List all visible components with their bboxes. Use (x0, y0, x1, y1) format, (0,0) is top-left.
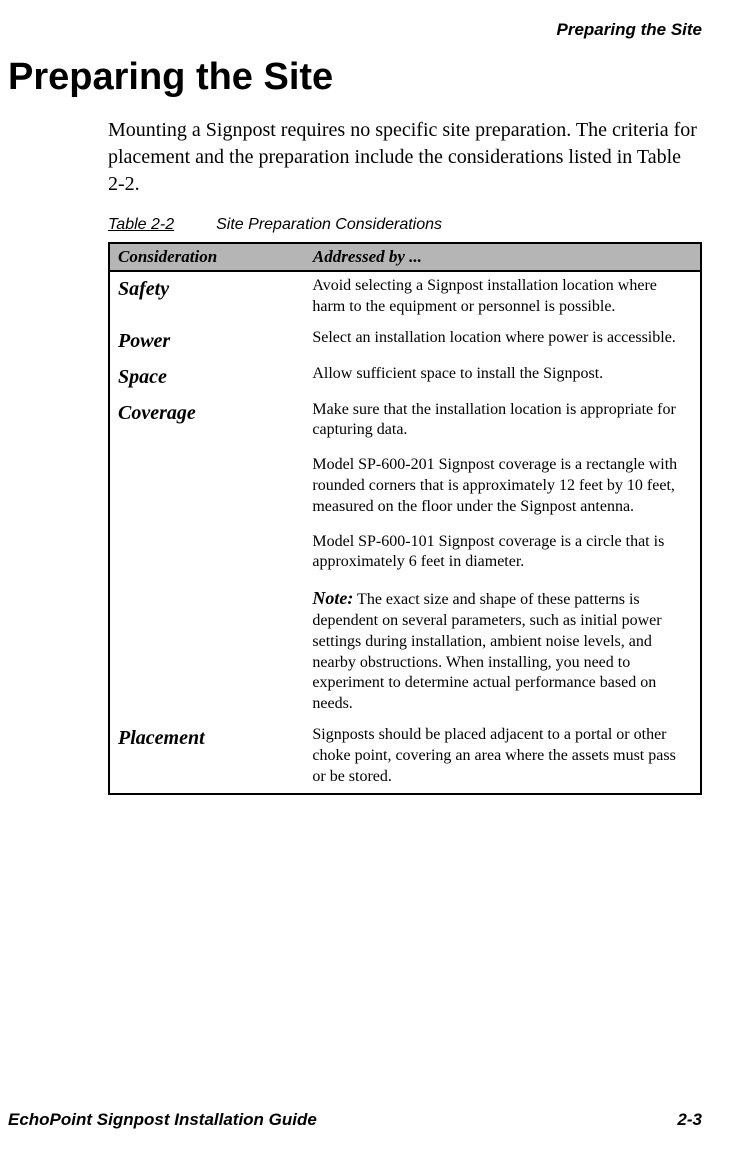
footer-page-number: 2-3 (677, 1110, 702, 1130)
footer-guide-title: EchoPoint Signpost Installation Guide (8, 1110, 317, 1130)
intro-paragraph: Mounting a Signpost requires no specific… (108, 117, 702, 198)
note-label: Note: (312, 588, 353, 608)
coverage-p1: Make sure that the installation location… (312, 400, 692, 442)
table-row: Safety Avoid selecting a Signpost instal… (109, 271, 701, 324)
table-number: Table 2-2 (108, 216, 174, 233)
table-caption-title: Site Preparation Considerations (216, 216, 442, 233)
table-caption: Table 2-2 Site Preparation Considerations (108, 216, 702, 234)
consideration-text: Make sure that the installation location… (304, 396, 701, 721)
consideration-text: Allow sufficient space to install the Si… (304, 360, 701, 396)
header-consideration: Consideration (109, 243, 304, 271)
table-row: Space Allow sufficient space to install … (109, 360, 701, 396)
table-header-row: Consideration Addressed by ... (109, 243, 701, 271)
considerations-table: Consideration Addressed by ... Safety Av… (108, 242, 702, 795)
coverage-p2: Model SP-600-201 Signpost coverage is a … (312, 455, 692, 517)
coverage-note: Note: The exact size and shape of these … (312, 587, 692, 715)
consideration-label: Placement (109, 721, 304, 794)
header-addressed-by: Addressed by ... (304, 243, 701, 271)
table-row: Power Select an installation location wh… (109, 324, 701, 360)
coverage-p3: Model SP-600-101 Signpost coverage is a … (312, 532, 692, 574)
consideration-text: Select an installation location where po… (304, 324, 701, 360)
consideration-label: Power (109, 324, 304, 360)
main-content: Mounting a Signpost requires no specific… (108, 117, 702, 795)
page-title: Preparing the Site (8, 56, 702, 99)
table-row: Placement Signposts should be placed adj… (109, 721, 701, 794)
consideration-label: Space (109, 360, 304, 396)
consideration-label: Safety (109, 271, 304, 324)
note-text: The exact size and shape of these patter… (312, 591, 661, 712)
running-header: Preparing the Site (8, 20, 702, 40)
page-footer: EchoPoint Signpost Installation Guide 2-… (8, 1110, 702, 1130)
table-row: Coverage Make sure that the installation… (109, 396, 701, 721)
consideration-label: Coverage (109, 396, 304, 721)
consideration-text: Signposts should be placed adjacent to a… (304, 721, 701, 794)
consideration-text: Avoid selecting a Signpost installation … (304, 271, 701, 324)
